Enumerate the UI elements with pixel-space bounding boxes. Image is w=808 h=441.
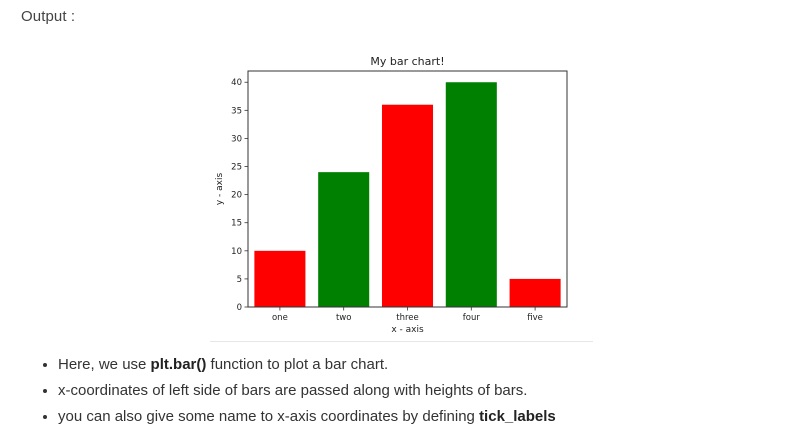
x-tick-label: four xyxy=(463,313,481,323)
y-tick-label: 10 xyxy=(231,247,242,257)
output-label: Output : xyxy=(21,8,76,25)
bar-one xyxy=(254,250,306,307)
y-tick-label: 0 xyxy=(237,303,242,313)
bars xyxy=(254,82,561,307)
x-tick-label: two xyxy=(336,313,352,323)
y-tick-label: 40 xyxy=(231,78,242,88)
y-tick-label: 30 xyxy=(231,134,242,144)
figure-divider xyxy=(210,341,593,342)
x-tick-label: one xyxy=(272,313,288,323)
y-tick-label: 5 xyxy=(237,275,242,285)
x-axis-ticks: one two three four five xyxy=(272,307,543,323)
bar-chart: 0 5 10 15 20 25 30 35 40 one two three four five My … xyxy=(215,55,568,335)
bullet-bold-text: plt.bar() xyxy=(150,356,207,373)
y-axis-label: y - axis xyxy=(215,173,225,206)
bar-five xyxy=(509,278,561,307)
y-tick-label: 25 xyxy=(231,163,242,173)
chart-title: My bar chart! xyxy=(370,55,444,68)
bar-three xyxy=(381,104,434,307)
bullet-bold-text: tick_labels xyxy=(479,408,556,425)
bullet-text: x-coordinates of left side of bars are p… xyxy=(58,382,528,399)
y-tick-label: 20 xyxy=(231,191,242,201)
bullet-item: Here, we use plt.bar() function to plot … xyxy=(58,352,556,378)
bar-two xyxy=(318,172,370,307)
bullet-text: you can also give some name to x-axis co… xyxy=(58,408,480,425)
y-tick-label: 15 xyxy=(231,219,242,229)
x-tick-label: three xyxy=(396,313,419,323)
bullet-text: Here, we use xyxy=(58,356,151,373)
x-axis-label: x - axis xyxy=(391,325,424,335)
bullet-item: you can also give some name to x-axis co… xyxy=(58,404,556,430)
bar-chart-figure: 0 5 10 15 20 25 30 35 40 one two three four five My … xyxy=(210,52,595,342)
bar-four xyxy=(445,82,497,307)
x-tick-label: five xyxy=(527,313,543,323)
y-tick-label: 35 xyxy=(231,106,242,116)
y-axis-ticks: 0 5 10 15 20 25 30 35 40 xyxy=(231,78,248,313)
bullet-item: x-coordinates of left side of bars are p… xyxy=(58,378,556,404)
bullet-text: function to plot a bar chart. xyxy=(206,356,389,373)
bullet-list: Here, we use plt.bar() function to plot … xyxy=(40,352,556,430)
